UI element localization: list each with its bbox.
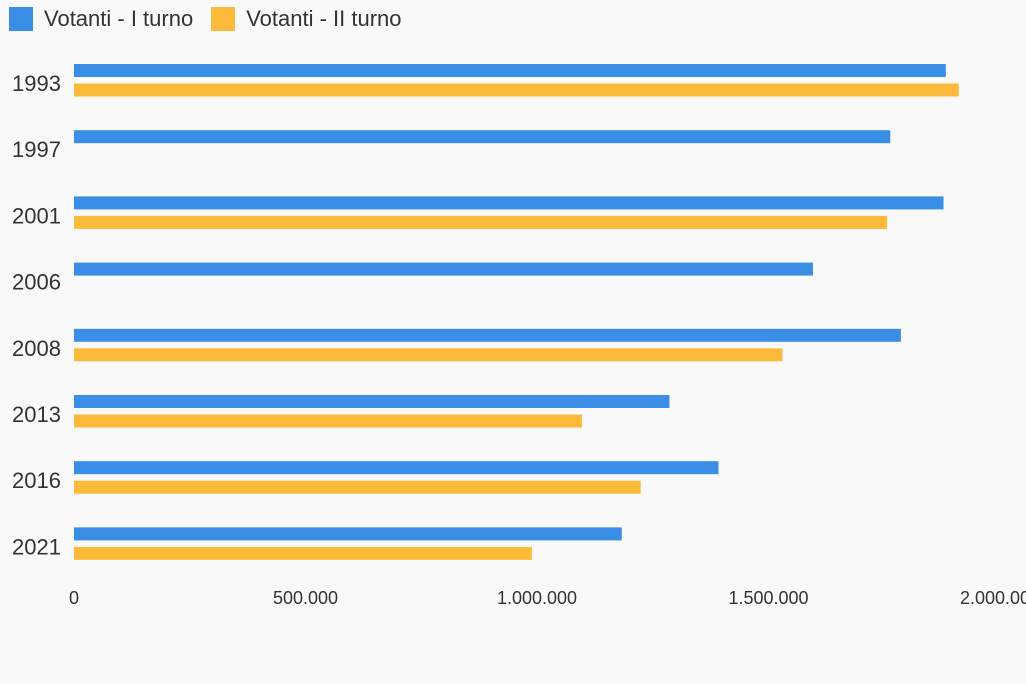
y-tick-label: 2016 (12, 468, 61, 493)
bar-2006-series-1[interactable] (74, 262, 813, 276)
legend-swatch-series-2 (211, 7, 236, 31)
bar-2016-series-2[interactable] (74, 480, 641, 494)
y-tick-label: 1997 (12, 137, 61, 162)
x-tick-label: 1.500.000 (728, 588, 808, 608)
chart-legend: Votanti - I turno Votanti - II turno (9, 5, 420, 33)
x-tick-label: 2.000.000 (960, 588, 1026, 608)
y-tick-label: 2001 (12, 203, 61, 228)
bar-2008-series-2[interactable] (74, 348, 783, 362)
x-tick-label: 0 (69, 588, 79, 608)
y-tick-label: 2013 (12, 402, 61, 427)
legend-label-series-1: Votanti - I turno (44, 6, 194, 31)
legend-item-series-1[interactable]: Votanti - I turno (9, 5, 193, 33)
bar-2021-series-1[interactable] (74, 527, 622, 541)
y-tick-label: 2021 (12, 534, 61, 559)
y-tick-label: 2008 (12, 336, 61, 361)
bar-1993-series-2[interactable] (74, 83, 959, 97)
legend-label-series-2: Votanti - II turno (246, 6, 402, 31)
x-tick-label: 500.000 (273, 588, 338, 608)
bar-1993-series-1[interactable] (74, 64, 946, 77)
bar-2001-series-1[interactable] (74, 196, 944, 210)
bar-2016-series-1[interactable] (74, 461, 719, 475)
bar-2021-series-2[interactable] (74, 546, 532, 560)
bar-2008-series-1[interactable] (74, 328, 901, 342)
x-tick-label: 1.000.000 (497, 588, 577, 608)
legend-item-series-2[interactable]: Votanti - II turno (211, 5, 402, 33)
y-tick-label: 1993 (12, 71, 61, 96)
bar-2001-series-2[interactable] (74, 215, 888, 229)
y-tick-label: 2006 (12, 270, 61, 295)
bar-2013-series-1[interactable] (74, 395, 670, 408)
legend-swatch-series-1 (9, 7, 33, 31)
bar-2013-series-2[interactable] (74, 414, 582, 428)
bar-1997-series-1[interactable] (74, 130, 891, 144)
